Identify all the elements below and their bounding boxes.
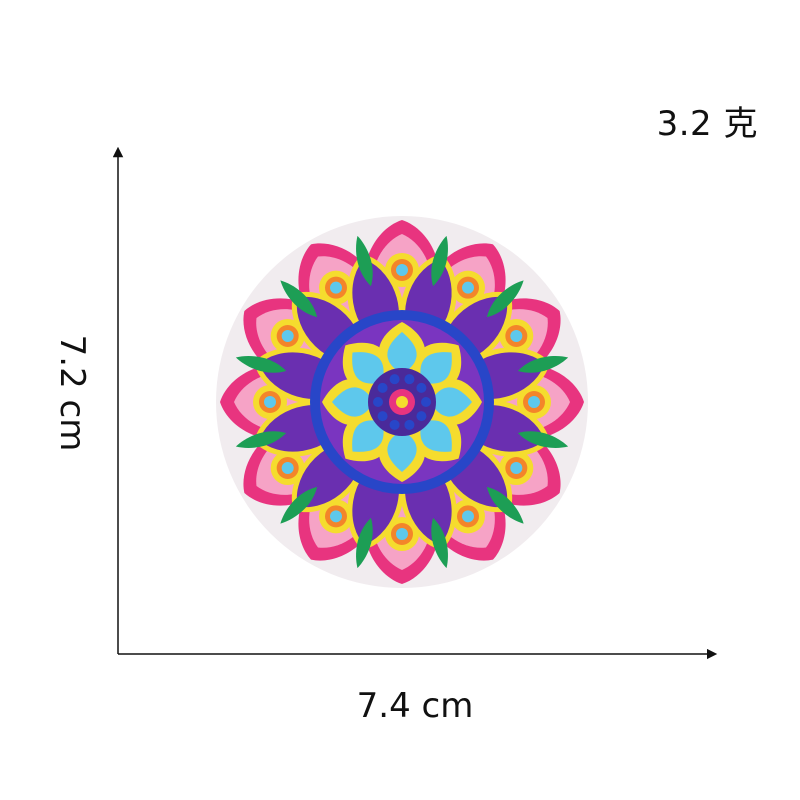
center-bead: [389, 374, 400, 385]
inner-petal-blue: [352, 420, 384, 452]
peacock-eye-center: [462, 510, 474, 523]
green-leaf: [486, 486, 524, 524]
accent-leaves: [235, 235, 569, 569]
green-leaf: [235, 356, 287, 373]
center-bead: [421, 397, 431, 407]
green-leaf: [486, 280, 524, 318]
peacock-eye-center: [528, 396, 540, 408]
peacock-eye-center: [396, 264, 408, 276]
green-leaf: [517, 356, 569, 373]
inner-petal-blue: [332, 387, 374, 417]
peacock-eye-center: [281, 330, 294, 342]
inner-petal-blue: [352, 352, 384, 384]
center-bead: [377, 382, 388, 393]
green-leaf: [517, 431, 569, 448]
green-leaf: [356, 235, 373, 287]
peacock-eye-center: [281, 462, 294, 474]
center-bead: [404, 419, 415, 430]
center-bead: [416, 382, 427, 393]
peacock-eye-center: [510, 330, 523, 342]
peacock-eye-center: [264, 396, 276, 408]
green-leaf: [280, 280, 318, 318]
green-leaf: [356, 517, 373, 569]
inner-petal-blue: [420, 352, 452, 384]
green-leaf: [235, 431, 287, 448]
inner-petal-blue: [420, 420, 452, 452]
peacock-eye-center: [510, 462, 523, 474]
weight-label: 3.2 克: [656, 104, 758, 144]
green-leaf: [280, 486, 318, 524]
center-bead: [377, 411, 388, 422]
height-dimension-label: 7.2 cm: [52, 334, 92, 452]
green-leaf: [431, 235, 448, 287]
mandala-patch-image: [216, 216, 588, 588]
peacock-eye-center: [330, 281, 342, 294]
inner-petals: [322, 322, 482, 482]
center-bead: [404, 374, 415, 385]
center-dots: [373, 374, 431, 430]
width-dimension-label: 7.4 cm: [356, 686, 474, 726]
inner-petal-blue: [387, 430, 417, 472]
peacock-eye-center: [396, 528, 408, 540]
inner-petal-blue: [430, 387, 472, 417]
center-bead: [373, 397, 383, 407]
center-yellow: [396, 396, 408, 408]
green-leaf: [431, 517, 448, 569]
peacock-eye-center: [330, 510, 342, 523]
peacock-eye-center: [462, 281, 474, 294]
inner-petal-blue: [387, 332, 417, 374]
center-bead: [416, 411, 427, 422]
center-bead: [389, 419, 400, 430]
